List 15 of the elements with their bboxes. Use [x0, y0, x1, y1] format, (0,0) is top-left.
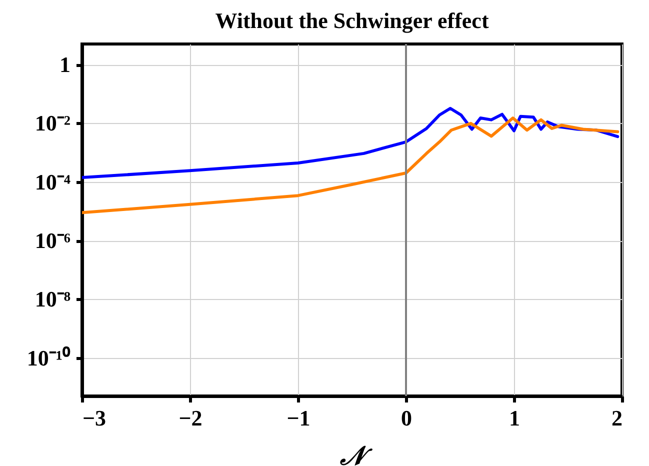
x-tick-label: −2 — [178, 406, 202, 430]
y-tick-label: 1 — [60, 52, 70, 78]
y-tick-label: 10⁻⁸ — [34, 286, 71, 312]
x-tick-label: 2 — [612, 406, 622, 430]
chart-title: Without the Schwinger effect — [215, 8, 490, 33]
x-tick-label: −1 — [286, 406, 310, 430]
x-axis-title: 𝒩 — [339, 442, 373, 466]
x-tick-label: −3 — [82, 406, 106, 430]
x-tick-label: 1 — [509, 406, 520, 430]
x-tick-label: 0 — [401, 406, 412, 430]
y-tick-label: 10⁻⁴ — [34, 169, 71, 194]
line-series — [82, 116, 620, 214]
y-tick-label: 10⁻² — [34, 110, 71, 136]
y-tick-label: 10⁻⁶ — [34, 228, 71, 254]
y-tick-label: 10⁻¹⁰ — [26, 345, 70, 370]
